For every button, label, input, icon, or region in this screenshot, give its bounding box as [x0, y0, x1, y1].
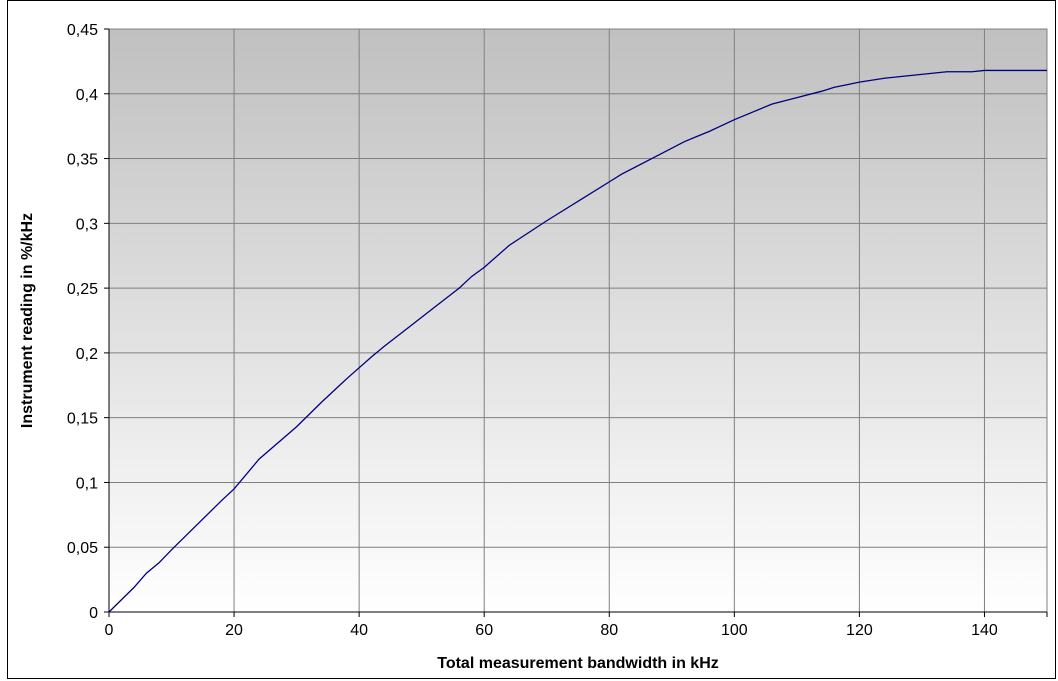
- y-tick-label: 0,05: [67, 540, 98, 557]
- y-tick-label: 0,1: [76, 475, 98, 492]
- x-tick-label: 120: [846, 622, 873, 639]
- x-tick-label: 140: [971, 622, 998, 639]
- x-tick-label: 60: [475, 622, 493, 639]
- plot-area: [109, 29, 1047, 612]
- tick-labels: 0 20 40 60 80 100 120 140 0 0,05 0,1 0,15 0,2 0,25 0,3…: [67, 22, 998, 639]
- x-axis-title: Total measurement bandwidth in kHz: [437, 655, 719, 672]
- x-tick-label: 0: [105, 622, 114, 639]
- y-tick-label: 0,3: [76, 216, 98, 233]
- y-tick-label: 0: [89, 605, 98, 622]
- chart-frame: [7, 0, 1056, 679]
- y-axis-title: Instrument reading in %/kHz: [19, 213, 36, 428]
- y-tick-label: 0,15: [67, 411, 98, 428]
- x-tick-label: 20: [225, 622, 243, 639]
- axes: [104, 28, 1048, 617]
- y-tick-label: 0,2: [76, 346, 98, 363]
- series-line: [108, 69, 1047, 613]
- y-tick-label: 0,4: [76, 87, 98, 104]
- x-tick-label: 40: [350, 622, 368, 639]
- x-tick-label: 100: [721, 622, 748, 639]
- y-tick-label: 0,45: [67, 22, 98, 39]
- x-tick-label: 80: [600, 622, 618, 639]
- y-tick-label: 0,35: [67, 152, 98, 169]
- y-tick-label: 0,25: [67, 281, 98, 298]
